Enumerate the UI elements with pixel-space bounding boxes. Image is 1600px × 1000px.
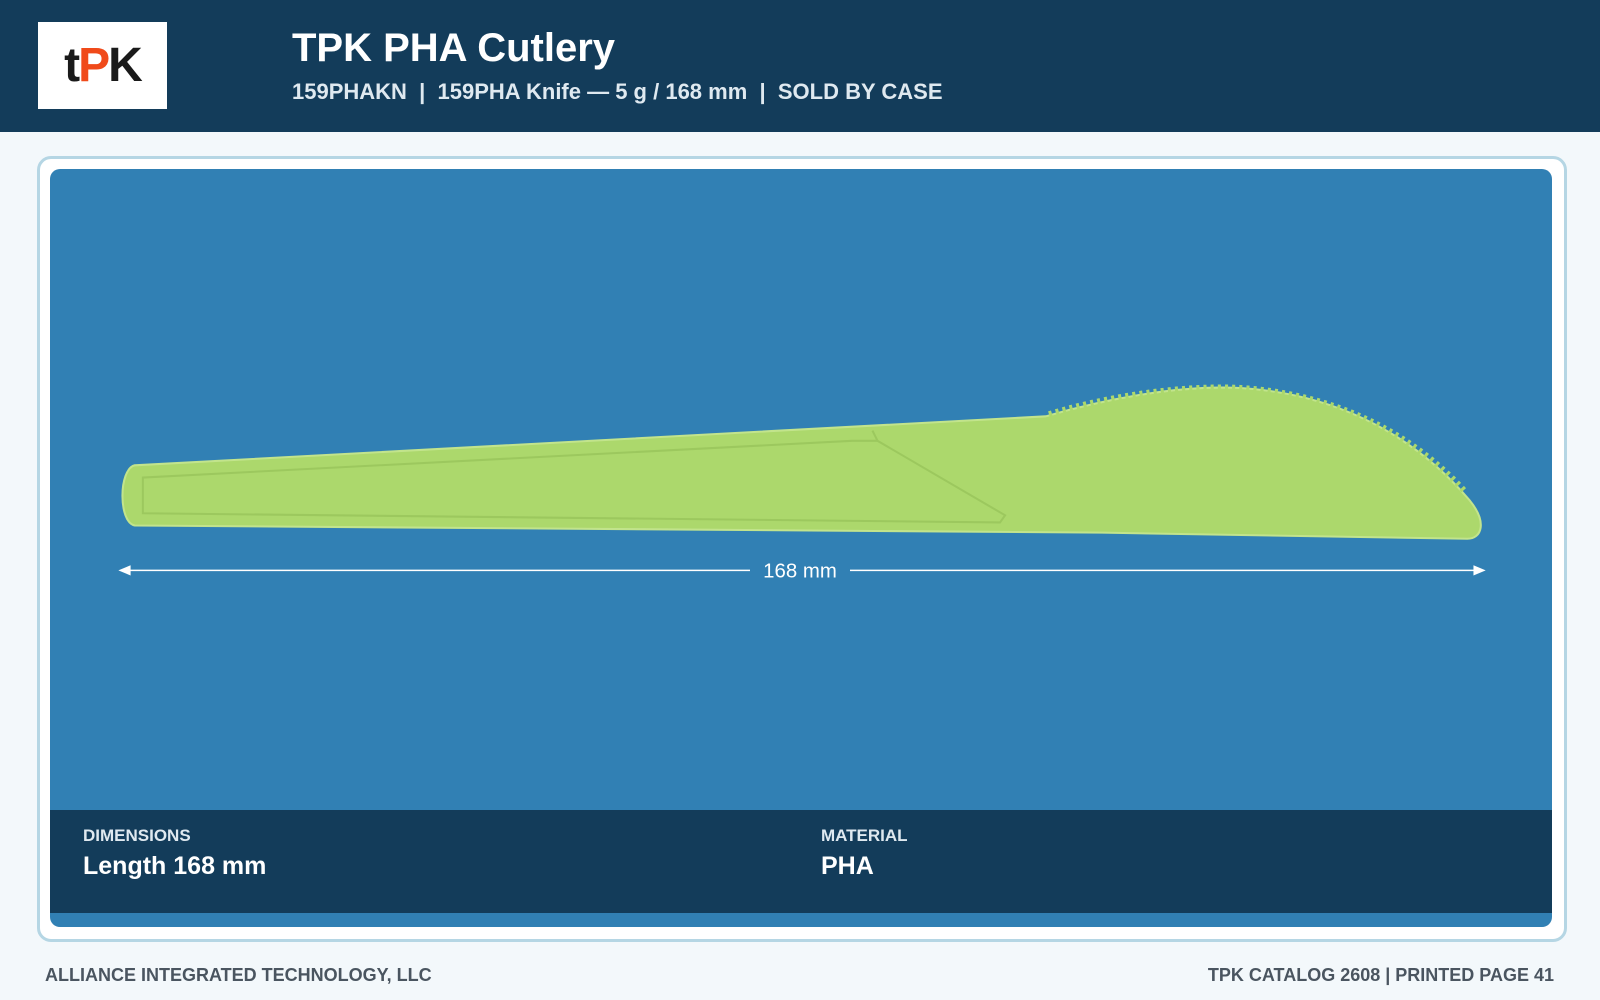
dimension-label: 168 mm [763, 561, 837, 583]
product-image: 168 mm DIMENSIONS Length 168 mm MATERIAL… [50, 169, 1552, 927]
knife [121, 386, 1482, 540]
logo-letter: P [78, 39, 110, 92]
spec-value: PHA [821, 852, 874, 880]
knife-groove [141, 430, 1007, 524]
subtitle: 159PHAKN | 159PHA Knife — 5 g / 168 mm |… [292, 79, 943, 104]
spec-label: MATERIAL [821, 826, 908, 845]
logo-letter: K [108, 39, 143, 92]
spec: MATERIAL PHA [821, 826, 908, 881]
spec-band: DIMENSIONS Length 168 mm MATERIAL PHA [50, 810, 1552, 913]
logo-letter: t [64, 39, 80, 92]
spec-value: Length 168 mm [83, 852, 267, 880]
footer-left: ALLIANCE INTEGRATED TECHNOLOGY, LLC [45, 965, 432, 985]
spec-label: DIMENSIONS [83, 826, 191, 845]
spec: DIMENSIONS Length 168 mm [83, 826, 266, 881]
product-panel: 168 mm DIMENSIONS Length 168 mm MATERIAL… [37, 156, 1567, 942]
title: TPK PHA Cutlery [292, 26, 616, 70]
knife-illustration: 168 mm [118, 384, 1486, 583]
footer-right: TPK CATALOG 2608 | PRINTED PAGE 41 [1207, 965, 1554, 985]
